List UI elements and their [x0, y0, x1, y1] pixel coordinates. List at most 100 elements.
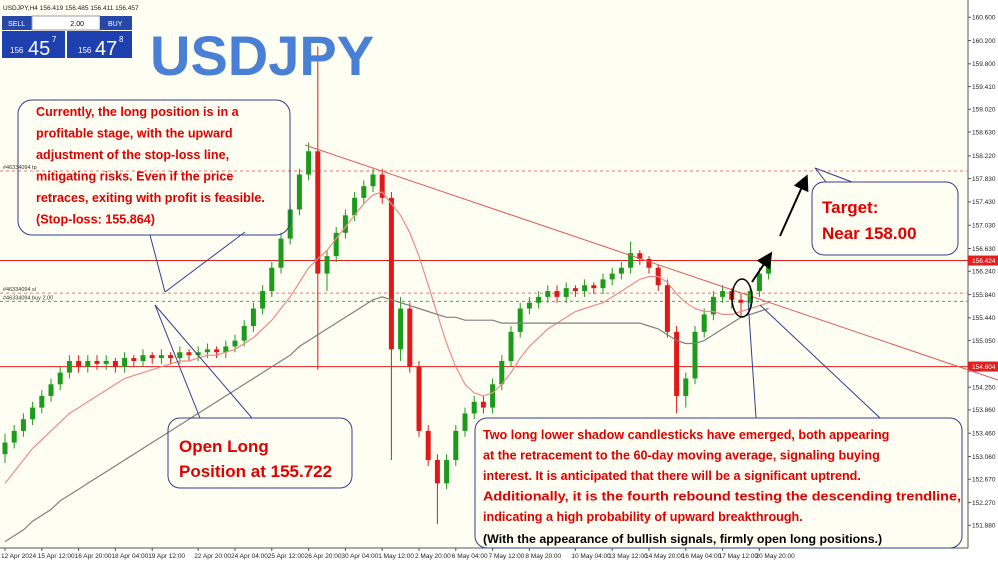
- level-label: #46334094 sl: [3, 287, 36, 293]
- y-tick-label: 158.630: [972, 129, 996, 136]
- buy-button[interactable]: [100, 16, 132, 30]
- y-tick-label: 156.630: [972, 246, 996, 253]
- annotation-line: (Stop-loss: 155.864): [36, 213, 155, 227]
- candle-body: [646, 259, 652, 268]
- moving-averages: [4, 191, 769, 543]
- candle-body: [756, 273, 762, 292]
- candle-body: [158, 355, 164, 359]
- moving-average: [4, 191, 769, 484]
- sell-price-box[interactable]: [2, 31, 65, 58]
- callout-tail: [154, 304, 201, 419]
- y-tick-label: 160.600: [972, 15, 996, 22]
- x-tick-label: 16 May 04:00: [682, 553, 722, 560]
- annotation-line: Target:: [822, 198, 878, 217]
- candle-body: [30, 407, 36, 420]
- y-tick-label: 160.200: [972, 38, 996, 45]
- candle-body: [324, 256, 330, 274]
- candle-body: [269, 267, 275, 292]
- x-tick-label: 30 Apr 04:00: [341, 553, 378, 560]
- candle-body: [508, 331, 514, 361]
- trade-panel: SELL 2.00 BUY 156 45 7 156 47 8: [2, 15, 132, 60]
- y-tick-label: 152.270: [972, 500, 996, 507]
- candle-body: [609, 273, 615, 280]
- y-tick-label: 154.250: [972, 384, 996, 391]
- candle-body: [195, 352, 201, 356]
- symbol-info: USDJPY,H4 156.419 156.485 156.411 156.45…: [3, 5, 139, 12]
- target-note: Target: Near 158.00: [822, 198, 917, 243]
- candle-body: [177, 352, 183, 359]
- annotation-line: mitigating risks. Even if the price: [36, 170, 233, 184]
- annotation-line: retraces, exiting with profit is feasibl…: [36, 191, 265, 205]
- candle-body: [57, 372, 63, 385]
- callout-tail: [759, 304, 881, 419]
- candle-body: [572, 288, 578, 292]
- y-tick-label: 153.860: [972, 407, 996, 414]
- candle-body: [554, 291, 560, 297]
- annotation-line: Near 158.00: [822, 224, 917, 243]
- buy-price-box[interactable]: [67, 31, 132, 58]
- x-tick-label: 26 Apr 20:00: [305, 553, 342, 560]
- candle-body: [342, 215, 348, 233]
- x-tick-label: 8 May 20:00: [525, 553, 561, 560]
- candle-body: [223, 346, 229, 353]
- candle-body: [186, 352, 192, 356]
- callout-tail: [164, 231, 246, 293]
- annotation-line: profitable stage, with the upward: [36, 127, 233, 141]
- candle-body: [315, 151, 321, 274]
- y-tick-label: 158.220: [972, 153, 996, 160]
- candle-body: [39, 395, 45, 408]
- annotation-line: Additionally, it is the fourth rebound t…: [483, 490, 961, 504]
- buy-price-prefix: 156: [78, 46, 92, 55]
- x-tick-label: 24 Apr 04:00: [231, 553, 268, 560]
- candle-body: [306, 151, 312, 175]
- candle-body: [140, 355, 146, 361]
- x-tick-label: 19 Apr 12:00: [148, 553, 185, 560]
- position-note: Currently, the long position is in a prof…: [36, 105, 265, 227]
- candle-body: [260, 291, 266, 309]
- callout-box: [17, 99, 291, 236]
- y-tick-label: 159.410: [972, 84, 996, 91]
- candle-body: [710, 296, 716, 315]
- entry-note: Open Long Position at 155.722: [179, 437, 332, 481]
- candle-body: [168, 355, 174, 359]
- annotation-line: Open Long: [179, 437, 269, 456]
- y-tick-label: 151.880: [972, 523, 996, 530]
- candle-body: [545, 291, 551, 297]
- candle-body: [103, 360, 109, 364]
- volume: 2.00: [70, 21, 84, 28]
- x-tick-label: 22 Apr 20:00: [194, 553, 231, 560]
- sell-price-sup: 7: [52, 35, 57, 44]
- candle-body: [76, 360, 82, 367]
- y-tick-label: 155.840: [972, 292, 996, 299]
- annotation-line: Currently, the long position is in a: [36, 105, 240, 119]
- x-tick-label: 13 May 12:00: [608, 553, 648, 560]
- callout-tail: [149, 234, 166, 293]
- x-tick-label: 14 May 20:00: [645, 553, 685, 560]
- x-tick-label: 18 Apr 04:00: [111, 553, 148, 560]
- candle-body: [591, 285, 597, 289]
- candle-body: [582, 285, 588, 292]
- annotation-line: Position at 155.722: [179, 462, 332, 481]
- axes: 160.600 160.200 159.800 159.410 159.020 158.6…: [1, 15, 998, 560]
- x-tick-label: 6 May 04:00: [452, 553, 488, 560]
- x-tick-label: 17 May 12:00: [719, 553, 759, 560]
- candle-body: [720, 291, 726, 297]
- sell-button[interactable]: [2, 16, 32, 30]
- candle-body: [692, 331, 698, 379]
- candle-body: [407, 308, 413, 367]
- y-tick-label: 156.240: [972, 269, 996, 276]
- moving-average: [4, 296, 769, 543]
- candle-body: [462, 413, 468, 431]
- y-tick-label: 159.800: [972, 61, 996, 68]
- level-label: #46334094 buy 2.00: [3, 295, 53, 301]
- candle-body: [352, 197, 358, 216]
- candle-body: [241, 326, 247, 341]
- y-tick-label: 155.440: [972, 315, 996, 322]
- candle-body: [250, 308, 256, 327]
- candle-body: [370, 174, 376, 187]
- volume-field[interactable]: [31, 15, 101, 31]
- candle-body: [480, 401, 486, 408]
- level-label: #46334094 tp: [3, 165, 37, 171]
- candle-body: [20, 419, 26, 431]
